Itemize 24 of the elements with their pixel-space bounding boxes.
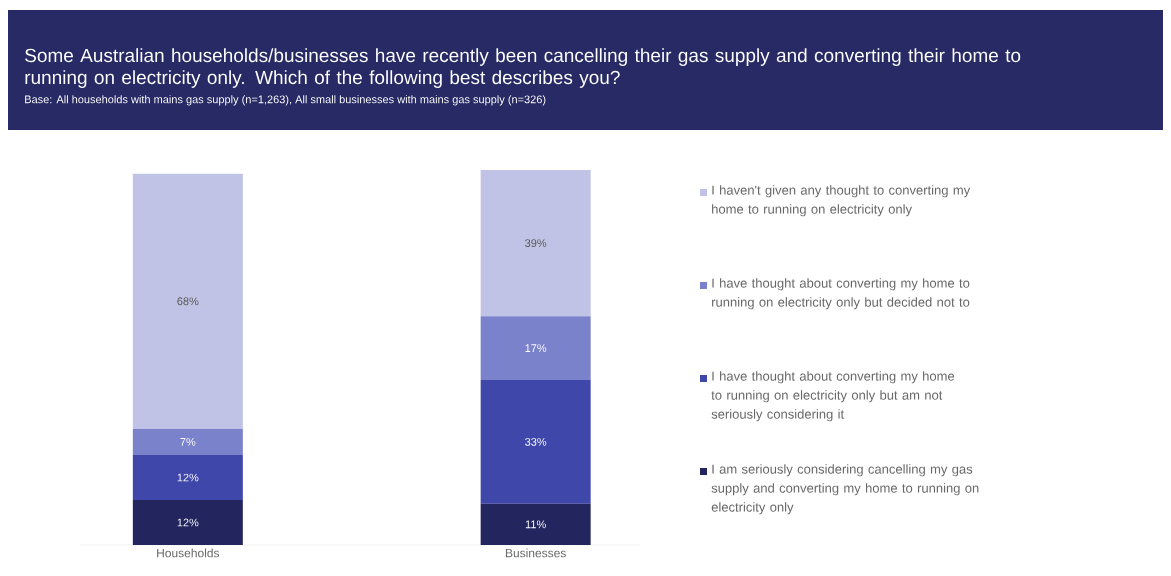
bar <box>132 499 243 545</box>
legend-label: I have thought about converting my home to running on electricity only but am not seriously considering it <box>711 371 955 422</box>
x-tick-label: Households <box>157 548 220 558</box>
data-label: 33% <box>525 437 547 446</box>
legend-label: I haven't given any thought to converting my home to running on electricity only <box>712 185 971 217</box>
data-label: 17% <box>525 344 547 352</box>
bar <box>480 503 591 545</box>
bar <box>480 316 591 380</box>
chart-title: Some Australian households/businesses have recently been cancelling their gas supply and converting their home to running on electricity only. Which of the following best describes you? <box>25 48 1021 88</box>
bar <box>132 173 243 429</box>
chart-subtitle: Base: All households with mains gas supply (n=1,263), All small businesses with mains gas supply (n=326) <box>25 95 546 106</box>
legend-label: I am seriously considering cancelling my gas supply and converting my home to running on electricity only <box>711 464 979 515</box>
data-label: 7% <box>180 438 196 446</box>
data-label: 12% <box>177 473 199 482</box>
data-label: 68% <box>177 297 199 306</box>
legend-label: I have thought about converting my home to running on electricity only but decided not to <box>712 278 970 310</box>
data-label: 39% <box>525 239 547 248</box>
data-label: 12% <box>177 518 199 527</box>
bar <box>480 169 591 317</box>
data-label: 11% <box>525 520 546 529</box>
x-tick-label: Businesses <box>505 548 566 558</box>
bar <box>132 428 243 455</box>
bar <box>480 379 591 504</box>
bar <box>132 454 243 500</box>
